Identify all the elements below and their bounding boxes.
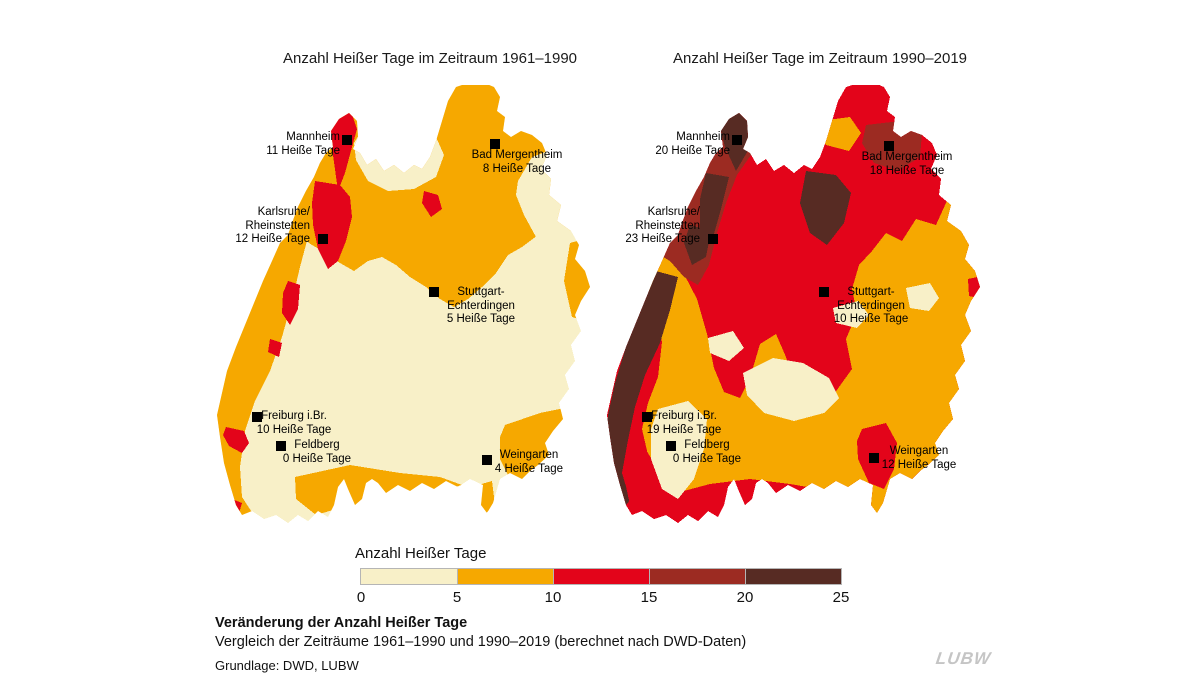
caption-source: Grundlage: DWD, LUBW	[215, 658, 359, 673]
station-name: Freiburg i.Br.	[261, 410, 327, 422]
station-label-right-feldberg: Feldberg 0 Heiße Tage	[668, 439, 746, 466]
station-marker-right-karlsruhe	[708, 234, 718, 244]
legend-tick-15: 15	[640, 589, 658, 606]
station-name: Freiburg i.Br.	[651, 410, 717, 422]
station-name: Mannheim	[286, 131, 340, 143]
station-label-left-bad-mergentheim: Bad Mergentheim 8 Heiße Tage	[458, 149, 576, 176]
station-value: 18 Heiße Tage	[869, 164, 945, 177]
station-name: Bad Mergentheim	[471, 149, 563, 161]
legend-segment-2	[553, 569, 649, 584]
legend-segment-3	[649, 569, 745, 584]
station-value: 5 Heiße Tage	[446, 313, 516, 325]
station-name: Weingarten	[889, 445, 949, 457]
station-label-right-freiburg: Freiburg i.Br. 19 Heiße Tage	[644, 410, 724, 437]
station-marker-left-freiburg	[252, 412, 262, 422]
station-label-right-bad-mergentheim: Bad Mergentheim 18 Heiße Tage	[846, 151, 968, 178]
station-name: Karlsruhe/ Rheinstetten	[635, 206, 700, 232]
legend-segment-0	[361, 569, 457, 584]
map-baden-wuerttemberg-1961-1990	[217, 85, 590, 523]
map-left-regions	[217, 85, 590, 523]
station-value: 10 Heiße Tage	[256, 423, 332, 436]
station-marker-right-bad-mergentheim	[884, 141, 894, 151]
station-name: Stuttgart- Echterdingen	[447, 286, 515, 312]
station-marker-left-stuttgart	[429, 287, 439, 297]
legend-tick-25: 25	[832, 589, 850, 606]
station-name: Feldberg	[294, 439, 340, 451]
legend-segment-1	[457, 569, 553, 584]
legend-tick-10: 10	[544, 589, 562, 606]
station-marker-left-mannheim	[342, 135, 352, 145]
station-name: Stuttgart- Echterdingen	[837, 286, 905, 312]
station-value: 12 Heiße Tage	[235, 233, 310, 245]
legend-colorbar	[360, 568, 842, 585]
station-value: 0 Heiße Tage	[672, 452, 742, 465]
legend-tick-20: 20	[736, 589, 754, 606]
station-name: Mannheim	[676, 131, 730, 143]
map-title-1961-1990: Anzahl Heißer Tage im Zeitraum 1961–1990	[282, 50, 578, 67]
station-marker-right-feldberg	[666, 441, 676, 451]
station-label-left-karlsruhe: Karlsruhe/ Rheinstetten 12 Heiße Tage	[208, 206, 310, 247]
station-label-left-mannheim: Mannheim 11 Heiße Tage	[240, 131, 340, 158]
legend-tick-0: 0	[356, 589, 366, 606]
station-value: 23 Heiße Tage	[625, 233, 700, 245]
station-marker-left-bad-mergentheim	[490, 139, 500, 149]
legend-tick-5: 5	[452, 589, 462, 606]
legend-segment-4	[745, 569, 841, 584]
station-marker-left-weingarten	[482, 455, 492, 465]
station-marker-right-stuttgart	[819, 287, 829, 297]
station-value: 11 Heiße Tage	[266, 144, 340, 157]
station-label-left-feldberg: Feldberg 0 Heiße Tage	[278, 439, 356, 466]
station-value: 19 Heiße Tage	[646, 423, 722, 436]
station-label-right-mannheim: Mannheim 20 Heiße Tage	[630, 131, 730, 158]
caption-title: Veränderung der Anzahl Heißer Tage	[215, 615, 468, 631]
map-title-1990-2019: Anzahl Heißer Tage im Zeitraum 1990–2019	[672, 50, 968, 67]
station-label-left-freiburg: Freiburg i.Br. 10 Heiße Tage	[254, 410, 334, 437]
station-value: 20 Heiße Tage	[655, 144, 730, 157]
caption-subtitle: Vergleich der Zeiträume 1961–1990 und 19…	[215, 634, 747, 650]
station-marker-right-weingarten	[869, 453, 879, 463]
station-marker-left-feldberg	[276, 441, 286, 451]
station-value: 0 Heiße Tage	[282, 452, 352, 465]
station-name: Weingarten	[499, 449, 559, 461]
legend-ticks: 0 5 10 15 20 25	[357, 589, 850, 607]
station-value: 4 Heiße Tage	[494, 462, 564, 475]
station-value: 12 Heiße Tage	[881, 458, 957, 471]
station-marker-left-karlsruhe	[318, 234, 328, 244]
station-marker-right-mannheim	[732, 135, 742, 145]
station-label-left-stuttgart: Stuttgart- Echterdingen 5 Heiße Tage	[434, 286, 528, 327]
station-name: Feldberg	[684, 439, 730, 451]
station-label-right-weingarten: Weingarten 12 Heiße Tage	[880, 445, 958, 472]
map-baden-wuerttemberg-1990-2019	[607, 85, 980, 523]
station-marker-right-freiburg	[642, 412, 652, 422]
station-label-right-karlsruhe: Karlsruhe/ Rheinstetten 23 Heiße Tage	[598, 206, 700, 247]
station-name: Karlsruhe/ Rheinstetten	[245, 206, 310, 232]
station-label-left-weingarten: Weingarten 4 Heiße Tage	[494, 449, 564, 476]
lubw-logo: LUBW	[934, 649, 993, 668]
station-label-right-stuttgart: Stuttgart- Echterdingen 10 Heiße Tage	[824, 286, 918, 327]
legend-title: Anzahl Heißer Tage	[355, 545, 487, 562]
station-name: Bad Mergentheim	[861, 151, 953, 163]
station-value: 10 Heiße Tage	[833, 313, 909, 325]
station-value: 8 Heiße Tage	[482, 162, 552, 175]
